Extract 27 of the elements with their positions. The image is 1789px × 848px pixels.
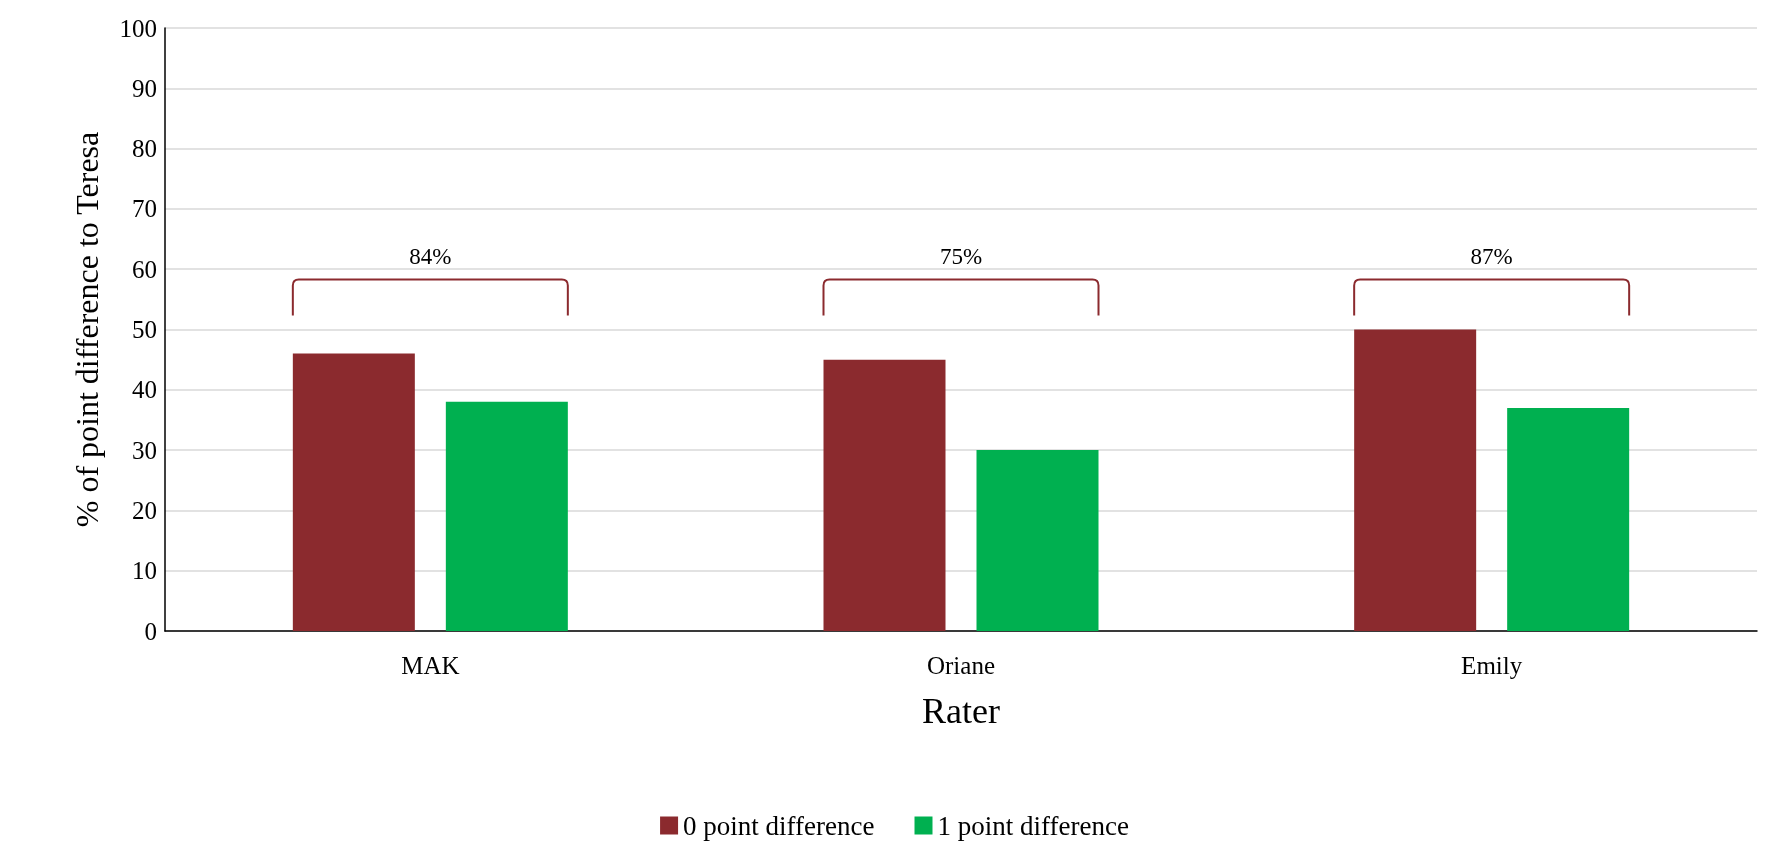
annotation: 75% xyxy=(939,243,983,269)
y-axis-title: % of point difference to Teresa xyxy=(69,131,105,528)
annotation: 87% xyxy=(1470,243,1513,269)
bar xyxy=(292,353,415,631)
legend-label: 0 point difference xyxy=(683,810,875,841)
bar xyxy=(445,401,568,631)
y-tick-label: 40 xyxy=(132,376,157,404)
y-tick-label: 0 xyxy=(144,617,157,645)
legend-label: 1 point difference xyxy=(937,810,1129,841)
annotation: 84% xyxy=(409,243,452,269)
bar xyxy=(976,450,1099,631)
y-tick-label: 60 xyxy=(132,255,157,283)
y-tick-label: 100 xyxy=(119,14,157,42)
bar xyxy=(1507,407,1630,631)
y-tick-label: 30 xyxy=(132,436,157,464)
x-tick-label: Oriane xyxy=(926,652,996,679)
bar xyxy=(1354,329,1477,631)
bar xyxy=(823,359,946,631)
y-tick-label: 80 xyxy=(132,135,157,163)
y-tick-label: 70 xyxy=(132,195,157,223)
x-tick-label: Emily xyxy=(1461,652,1523,679)
y-tick-label: 90 xyxy=(132,74,157,102)
x-axis-title: Rater xyxy=(922,691,1000,731)
x-tick-label: MAK xyxy=(401,652,460,679)
y-tick-label: 10 xyxy=(132,557,157,585)
y-tick-label: 20 xyxy=(132,496,157,524)
y-tick-label: 50 xyxy=(132,316,157,343)
